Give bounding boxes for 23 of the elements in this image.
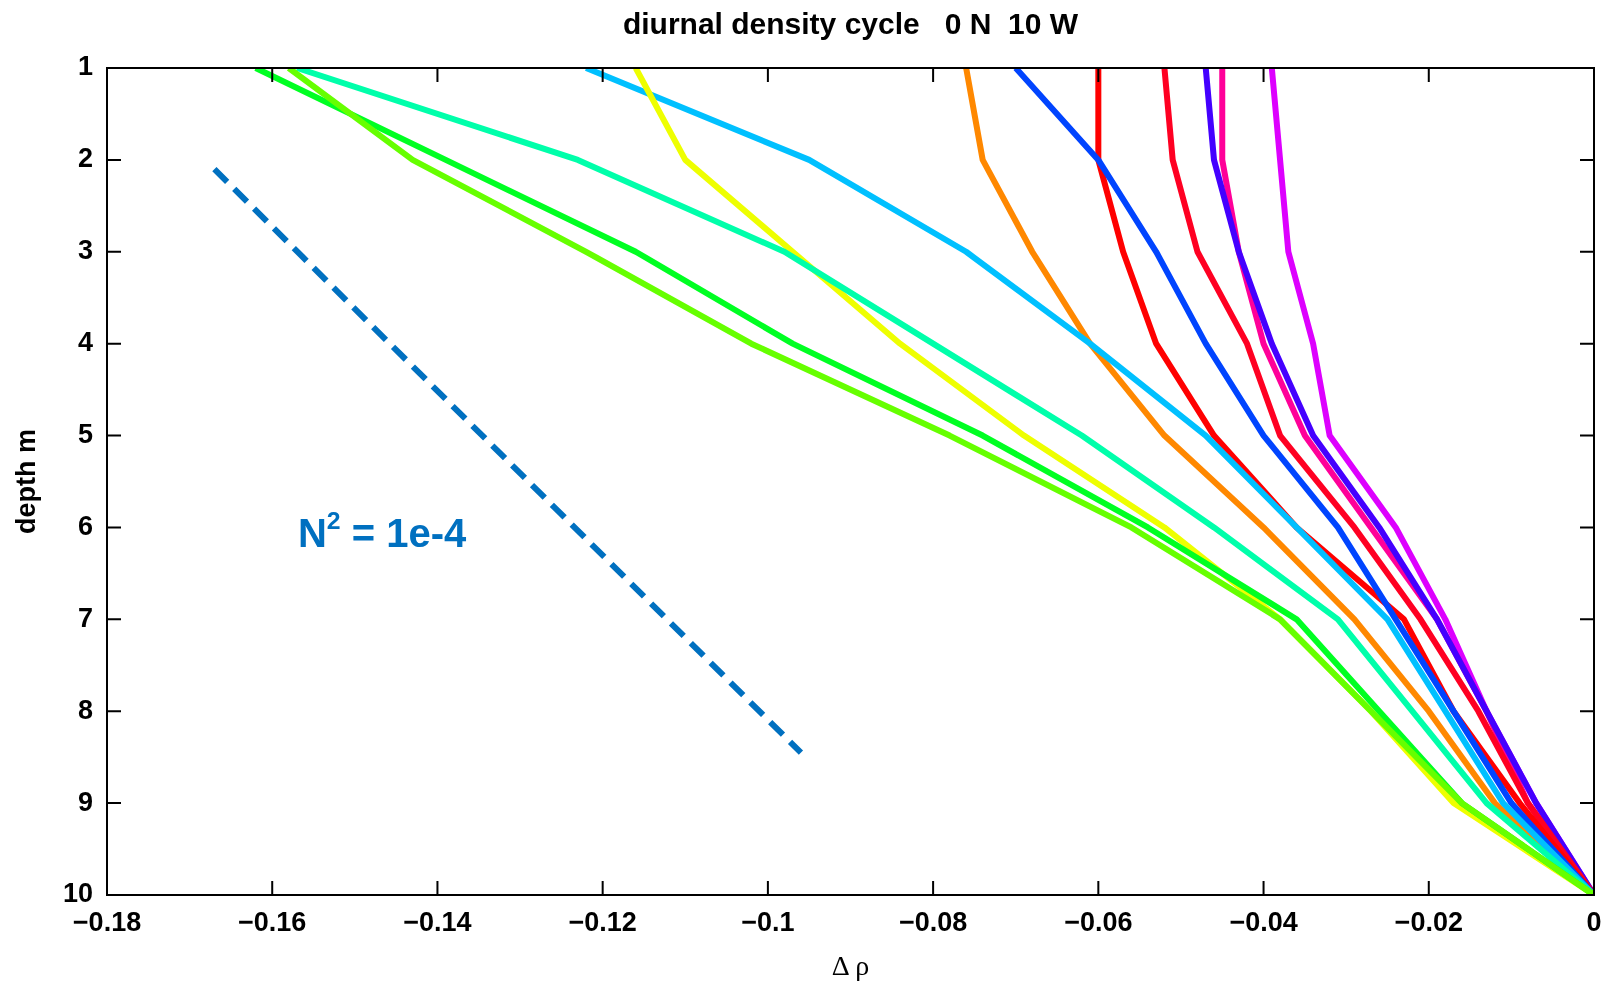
- x-tick-label: −0.1: [741, 906, 795, 937]
- y-tick-label: 6: [77, 510, 93, 541]
- y-tick-label: 7: [77, 602, 93, 633]
- y-tick-label: 1: [77, 51, 93, 82]
- y-tick-label: 10: [62, 878, 93, 909]
- chart-title: diurnal density cycle 0 N 10 W: [622, 7, 1079, 41]
- x-tick-label: −0.06: [1064, 906, 1133, 937]
- x-tick-label: −0.12: [568, 906, 637, 937]
- y-tick-label: 3: [77, 235, 93, 266]
- x-tick-label: −0.04: [1229, 906, 1298, 937]
- y-tick-label: 2: [77, 143, 93, 174]
- x-axis-title: Δ ρ: [831, 950, 870, 982]
- y-tick-label: 4: [77, 327, 93, 358]
- x-tick-label: 0: [1586, 906, 1602, 937]
- y-axis-title: depth m: [11, 429, 42, 534]
- y-tick-label: 9: [77, 786, 93, 817]
- x-tick-label: −0.16: [238, 906, 307, 937]
- y-tick-label: 5: [77, 419, 93, 450]
- x-tick-label: −0.14: [403, 906, 472, 937]
- x-tick-label: −0.18: [72, 906, 142, 937]
- y-tick-label: 8: [77, 694, 93, 725]
- x-tick-label: −0.08: [898, 906, 968, 937]
- x-tick-label: −0.02: [1394, 906, 1463, 937]
